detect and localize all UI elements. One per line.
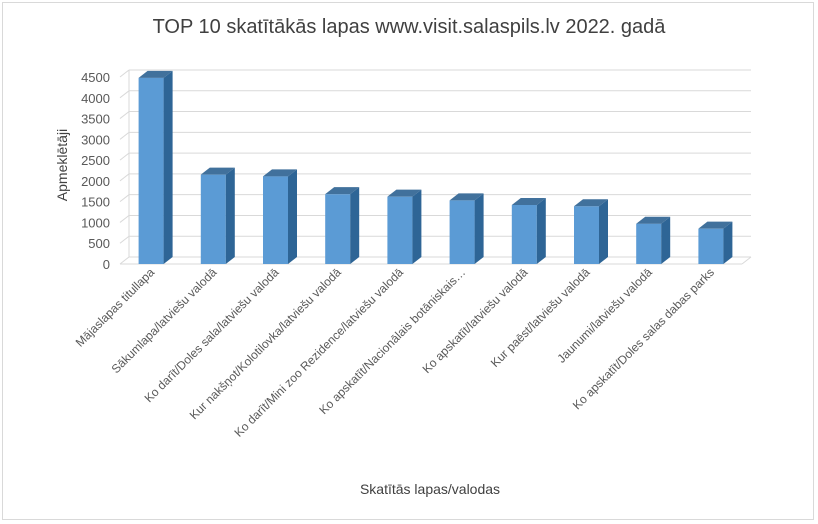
gridline-diag bbox=[119, 90, 130, 99]
bar-front bbox=[263, 176, 288, 264]
y-tick-label: 3500 bbox=[81, 112, 110, 127]
chart-title: TOP 10 skatītākās lapas www.visit.salasp… bbox=[152, 16, 666, 38]
bar-front bbox=[387, 196, 413, 264]
bar-front bbox=[449, 200, 475, 264]
y-tick-label: 500 bbox=[88, 236, 110, 251]
bar bbox=[387, 189, 422, 264]
bar bbox=[574, 199, 608, 264]
gridline-diag bbox=[119, 194, 130, 203]
x-tick-label: Ko apskatīt/latviešu valodā bbox=[420, 265, 531, 376]
y-tick-label: 0 bbox=[103, 257, 110, 272]
y-tick-label: 4500 bbox=[81, 70, 110, 85]
bar bbox=[263, 169, 297, 264]
x-tick-label: Ko apskatīt/Doles salas dabas parks bbox=[570, 265, 717, 412]
bar-side bbox=[163, 70, 173, 264]
bar-front bbox=[511, 204, 537, 264]
bar-front bbox=[574, 206, 599, 264]
bar-side bbox=[661, 216, 671, 264]
bar-front bbox=[200, 174, 226, 264]
y-tick-label: 2000 bbox=[81, 174, 110, 189]
gridline-diag bbox=[119, 69, 130, 78]
bar bbox=[200, 167, 235, 264]
bar-top bbox=[636, 216, 671, 224]
bar-front bbox=[138, 77, 164, 264]
bar bbox=[449, 193, 484, 264]
bars bbox=[138, 70, 733, 264]
y-axis-title: Apmeklētāji bbox=[54, 129, 70, 201]
x-tick-label: Ko darīt/Doles sala/latviešu valodā bbox=[142, 265, 282, 405]
bar-top bbox=[449, 193, 484, 201]
bar-side bbox=[350, 187, 360, 264]
bar-side bbox=[288, 169, 297, 264]
floor-side-edge bbox=[741, 256, 752, 265]
gridline-diag bbox=[119, 152, 130, 161]
gridline-diag bbox=[119, 111, 130, 119]
bar-side bbox=[599, 199, 608, 264]
bar bbox=[138, 70, 173, 264]
gridline-diag bbox=[119, 256, 130, 265]
bar bbox=[636, 216, 671, 264]
y-axis-ticks: 0 500 1000 1500 2000 2500 3000 3500 4000 4500 bbox=[81, 70, 110, 272]
x-axis-title: Skatītās lapas/valodas bbox=[360, 481, 500, 497]
gridline-diag bbox=[119, 131, 130, 140]
bar-side bbox=[536, 197, 546, 264]
bar-top bbox=[574, 199, 608, 207]
gridline-diag bbox=[119, 173, 130, 182]
y-tick-label: 4000 bbox=[81, 91, 110, 106]
bar-top bbox=[698, 221, 733, 229]
bar-top bbox=[138, 70, 173, 78]
y-tick-label: 3000 bbox=[81, 132, 110, 147]
bar-side bbox=[474, 193, 484, 264]
y-tick-label: 2500 bbox=[81, 153, 110, 168]
bar-side bbox=[225, 167, 235, 264]
bar bbox=[325, 187, 360, 264]
bar bbox=[698, 221, 733, 264]
x-tick-label: Sākumlapa/latviešu valodā bbox=[109, 265, 220, 376]
gridline-diag bbox=[119, 235, 130, 244]
bar bbox=[511, 197, 546, 264]
bar-top bbox=[263, 169, 297, 177]
bar-front bbox=[325, 194, 351, 264]
bar-front bbox=[698, 228, 724, 264]
bar-side bbox=[412, 189, 422, 264]
bar-side bbox=[723, 221, 733, 264]
gridline-diag bbox=[119, 215, 130, 223]
bar-front bbox=[636, 223, 662, 264]
bar-top bbox=[511, 197, 546, 205]
y-tick-label: 1500 bbox=[81, 195, 110, 210]
bar-top bbox=[325, 187, 360, 195]
bar-top bbox=[200, 167, 235, 175]
bar-top bbox=[387, 189, 422, 197]
y-tick-label: 1000 bbox=[81, 215, 110, 230]
